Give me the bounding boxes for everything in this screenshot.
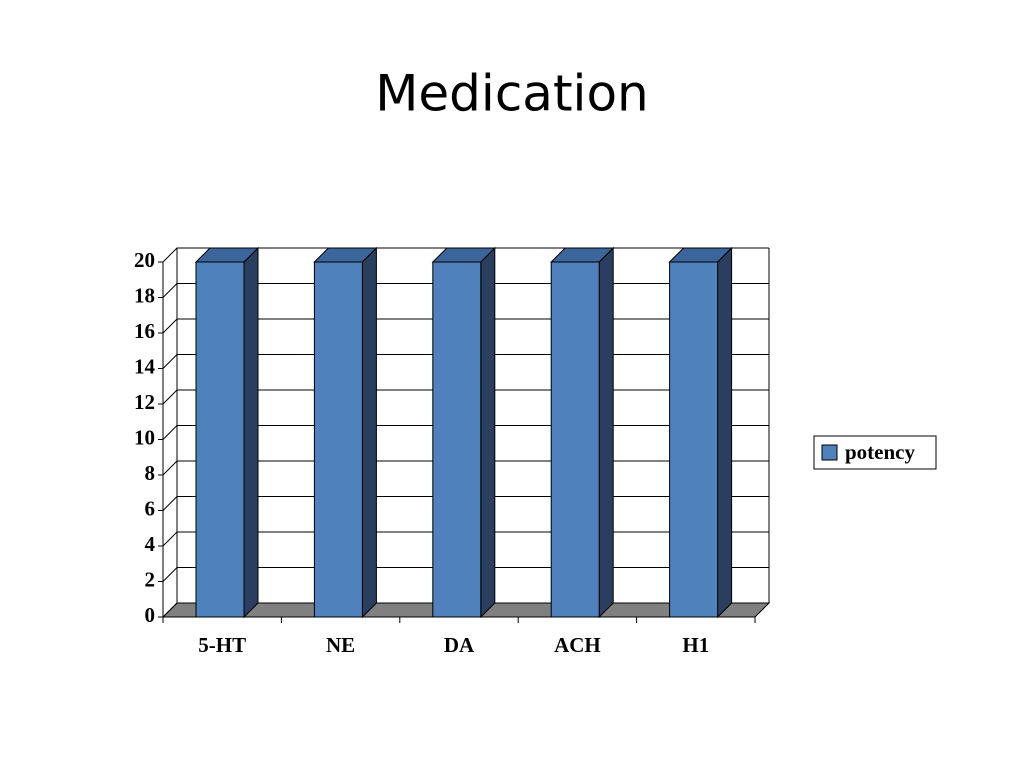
- bar-side: [598, 246, 614, 619]
- bar-side: [717, 246, 733, 619]
- y-tick-label: 14: [134, 354, 156, 378]
- legend-swatch: [821, 444, 838, 461]
- bar-side: [361, 246, 377, 619]
- y-tick-label: 0: [145, 603, 156, 627]
- bar-side: [480, 246, 496, 619]
- bar: [431, 246, 497, 619]
- legend-label: potency: [845, 440, 915, 464]
- y-tick-label: 16: [134, 319, 155, 343]
- y-tick-label: 6: [145, 496, 156, 520]
- bar-front: [550, 261, 600, 618]
- y-tick-label: 12: [134, 390, 155, 414]
- y-tick-label: 20: [134, 248, 155, 272]
- x-tick-label: NE: [326, 633, 355, 657]
- x-tick-label: ACH: [554, 633, 601, 657]
- bar-front: [195, 261, 245, 618]
- chart-title: Medication: [375, 65, 648, 123]
- bar: [313, 246, 378, 619]
- bar: [194, 246, 260, 619]
- bar-side: [243, 246, 259, 619]
- y-tick-label: 2: [145, 567, 156, 591]
- y-tick-label: 8: [145, 461, 156, 485]
- bar-front: [669, 261, 719, 618]
- y-tick-label: 4: [145, 532, 156, 556]
- bar: [549, 246, 615, 619]
- bar-front: [313, 261, 363, 618]
- y-tick-label: 10: [134, 425, 155, 449]
- x-tick-label: DA: [444, 633, 475, 657]
- bar-front: [432, 261, 482, 618]
- x-tick-label: H1: [682, 633, 709, 657]
- x-tick-label: 5-HT: [198, 633, 246, 657]
- bar: [668, 246, 733, 619]
- y-tick-label: 18: [134, 283, 155, 307]
